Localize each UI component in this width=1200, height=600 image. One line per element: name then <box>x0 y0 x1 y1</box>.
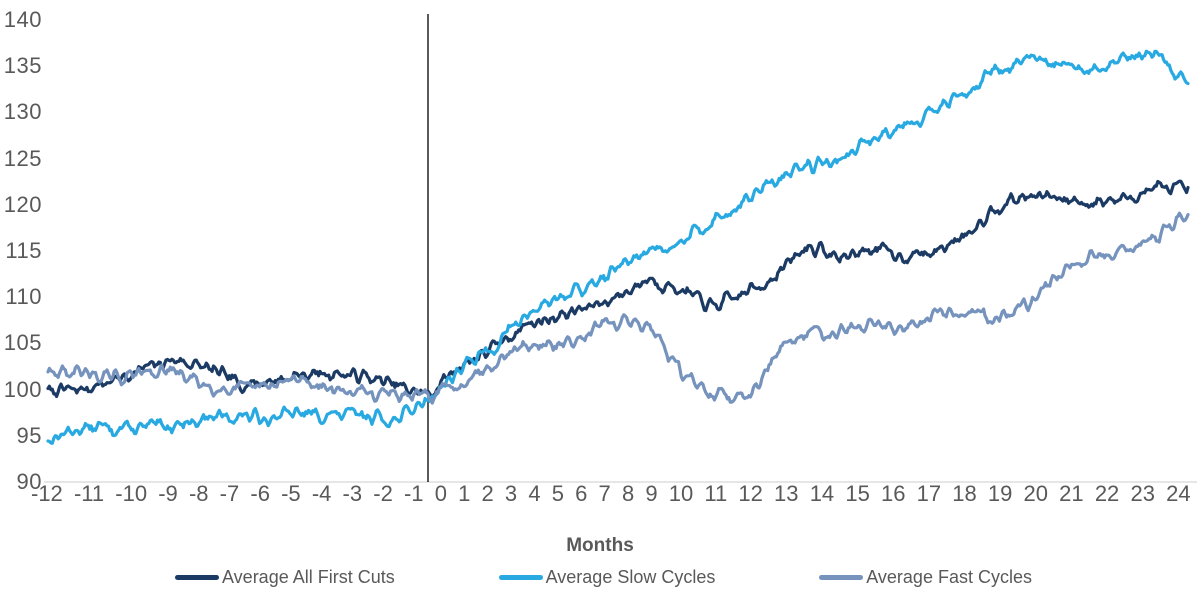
x-tick-label: 19 <box>987 481 1013 506</box>
x-tick-label: 1 <box>458 481 471 506</box>
legend-label-all-first-cuts: Average All First Cuts <box>222 567 395 587</box>
legend-swatch-fast-cycles <box>819 575 864 580</box>
y-tick-label: 125 <box>3 145 42 171</box>
x-tick-label: 7 <box>598 481 611 506</box>
x-tick-label: 8 <box>621 481 635 506</box>
x-tick-label: 12 <box>738 481 763 506</box>
x-tick-label: -9 <box>158 481 178 506</box>
legend-item-slow-cycles: Average Slow Cycles <box>498 567 716 588</box>
series-line-average-slow-cycles <box>46 49 1190 445</box>
x-tick-label: -5 <box>281 481 301 506</box>
x-tick-label: 11 <box>704 481 728 506</box>
x-tick-label: -1 <box>403 481 424 506</box>
x-tick-label: 16 <box>880 481 906 506</box>
legend-swatch-slow-cycles <box>498 575 543 580</box>
legend-swatch-all-first-cuts <box>175 575 219 580</box>
y-tick-label: 100 <box>3 376 42 402</box>
x-tick-label: -8 <box>188 481 209 506</box>
x-tick-label: -4 <box>311 481 332 506</box>
x-tick-label: -2 <box>373 481 393 506</box>
x-tick-label: 24 <box>1166 481 1191 506</box>
x-tick-label: 5 <box>551 481 564 506</box>
x-axis-title: Months <box>566 535 634 556</box>
legend-label-fast-cycles: Average Fast Cycles <box>866 567 1032 587</box>
x-tick-label: 6 <box>575 481 588 506</box>
x-tick-label: 10 <box>668 481 694 506</box>
y-tick-label: 130 <box>3 99 42 125</box>
x-tick-label: 9 <box>645 481 658 506</box>
x-tick-label: 20 <box>1023 481 1049 506</box>
x-tick-label: 21 <box>1059 481 1084 506</box>
y-tick-label: 90 <box>16 469 42 494</box>
y-tick-label: 110 <box>5 284 42 310</box>
y-tick-label: 140 <box>3 7 42 32</box>
x-tick-label: 13 <box>774 481 799 506</box>
x-tick-label: 17 <box>916 481 942 506</box>
legend-item-fast-cycles: Average Fast Cycles <box>819 567 1032 588</box>
x-tick-label: 2 <box>481 481 494 506</box>
legend-label-slow-cycles: Average Slow Cycles <box>545 567 716 587</box>
x-tick-label: -7 <box>219 481 240 506</box>
x-tick-label: 0 <box>434 481 447 506</box>
y-tick-label: 135 <box>3 53 42 79</box>
x-tick-label: -12 <box>31 481 63 506</box>
x-tick-label: 18 <box>952 481 977 506</box>
y-tick-label: 105 <box>3 330 42 356</box>
y-tick-label: 115 <box>5 238 42 263</box>
x-tick-label: 14 <box>809 481 835 506</box>
x-tick-label: -10 <box>115 481 148 506</box>
y-tick-label: 120 <box>3 191 42 217</box>
y-tick-label: 95 <box>16 422 42 448</box>
legend: Average All First Cuts Average Slow Cycl… <box>175 567 1032 588</box>
legend-item-all-first-cuts: Average All First Cuts <box>175 567 395 588</box>
x-tick-label: -3 <box>342 481 363 506</box>
x-tick-label: 23 <box>1130 481 1155 506</box>
x-tick-label: 3 <box>504 481 518 506</box>
x-axis: -12 -11 -10 -9 -8 -7 -6 -5 -4 -3 -2 -1 0 1 2 3 4 5 6 7 8 9 10 1… <box>31 481 1191 507</box>
y-axis: 140 135 130 125 120 115 110 105 100 95 90 <box>0 0 44 520</box>
series-line-average-all-first-cuts <box>46 179 1190 399</box>
x-tick-label: -11 <box>73 481 105 506</box>
x-tick-label: 22 <box>1094 481 1120 506</box>
series-line-average-fast-cycles <box>46 211 1190 405</box>
x-tick-label: 15 <box>845 481 870 506</box>
x-tick-label: -6 <box>250 481 270 506</box>
x-tick-label: 4 <box>528 481 541 506</box>
